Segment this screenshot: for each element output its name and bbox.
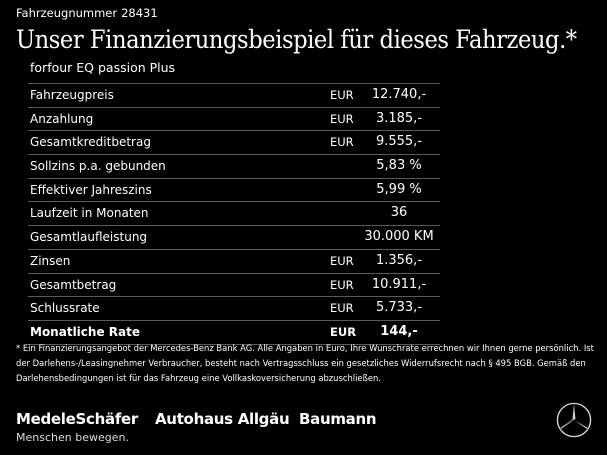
row-value: 1.356,- xyxy=(375,252,423,268)
vehicle-number: Fahrzeugnummer 28431 xyxy=(16,6,158,20)
brand-autohaus-allgaeu: Autohaus Allgäu xyxy=(155,410,290,428)
row-currency: EUR xyxy=(330,301,354,316)
model-name: forfour EQ passion Plus xyxy=(30,60,176,75)
row-currency: EUR xyxy=(330,88,354,102)
financing-table: Fahrzeugpreis EUR 12.740,- Anzahlung EUR… xyxy=(28,83,440,345)
row-value: 5,83 % xyxy=(376,158,422,174)
table-row-monthly-rate: Monatliche Rate EUR 144,- xyxy=(28,321,440,345)
row-currency: EUR xyxy=(330,135,354,150)
row-value: 12.740,- xyxy=(371,87,427,102)
row-label: Monatliche Rate xyxy=(30,324,140,339)
row-label: Fahrzeugpreis xyxy=(30,88,114,102)
row-label: Laufzeit in Monaten xyxy=(30,206,149,221)
footnote: * Ein Finanzierungsangebot der Mercedes-… xyxy=(16,343,594,383)
brand-medeleschaefer: MedeleSchäfer xyxy=(16,410,139,428)
row-label: Effektiver Jahreszins xyxy=(30,182,152,197)
row-label: Gesamtlaufleistung xyxy=(30,230,148,245)
row-value: 144,- xyxy=(380,323,418,339)
row-value: 9.555,- xyxy=(375,134,423,150)
mercedes-star-icon xyxy=(556,402,592,438)
table-row: Gesamtkreditbetrag EUR 9.555,- xyxy=(28,131,440,156)
table-row: Anzahlung EUR 3.185,- xyxy=(28,108,440,132)
row-currency: EUR xyxy=(330,324,357,339)
table-row: Gesamtbetrag EUR 10.911,- xyxy=(28,274,440,298)
vehicle-number-label: Fahrzeugnummer xyxy=(16,6,118,20)
vehicle-number-value: 28431 xyxy=(121,6,158,20)
row-value: 36 xyxy=(390,205,408,221)
row-value: 3.185,- xyxy=(375,110,423,126)
row-currency: EUR xyxy=(330,111,354,126)
row-value: 5,99 % xyxy=(376,181,422,197)
row-label: Gesamtbetrag xyxy=(30,277,117,292)
row-label: Gesamtkreditbetrag xyxy=(30,135,151,150)
table-row: Gesamtlaufleistung 30.000 KM xyxy=(28,226,440,250)
table-row: Sollzins p.a. gebunden 5,83 % xyxy=(28,155,440,179)
row-currency: EUR xyxy=(330,253,354,268)
table-row: Laufzeit in Monaten 36 xyxy=(28,202,440,227)
row-value: 10.911,- xyxy=(371,276,427,292)
row-label: Zinsen xyxy=(30,253,71,268)
brand-baumann: Baumann xyxy=(299,410,377,428)
headline: Unser Finanzierungsbeispiel für dieses F… xyxy=(16,25,577,54)
row-label: Anzahlung xyxy=(30,111,94,126)
row-value: 30.000 KM xyxy=(364,229,434,245)
table-row: Schlussrate EUR 5.733,- xyxy=(28,297,440,321)
row-label: Sollzins p.a. gebunden xyxy=(30,159,166,174)
table-row: Fahrzeugpreis EUR 12.740,- xyxy=(28,83,440,108)
table-row: Zinsen EUR 1.356,- xyxy=(28,250,440,274)
row-currency: EUR xyxy=(330,277,354,292)
slogan: Menschen bewegen. xyxy=(16,431,129,444)
row-value: 5.733,- xyxy=(375,300,423,316)
table-row: Effektiver Jahreszins 5,99 % xyxy=(28,179,440,203)
row-label: Schlussrate xyxy=(30,301,100,316)
